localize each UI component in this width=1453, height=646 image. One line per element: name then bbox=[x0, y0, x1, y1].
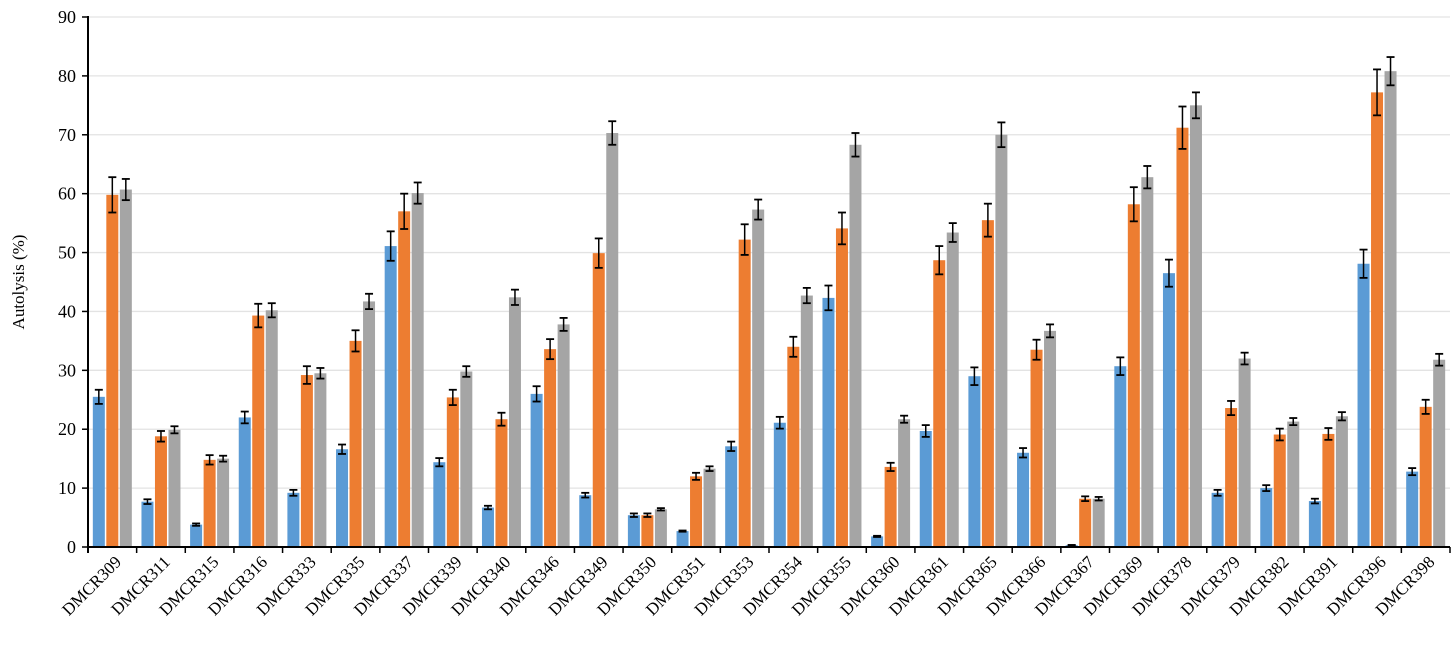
y-tick-label: 10 bbox=[58, 478, 76, 498]
bar bbox=[773, 422, 786, 547]
bar bbox=[1017, 452, 1030, 547]
bar bbox=[398, 211, 411, 548]
bar bbox=[252, 315, 265, 547]
bar bbox=[168, 429, 181, 547]
bar bbox=[1308, 501, 1321, 547]
bar bbox=[871, 536, 884, 547]
bar bbox=[800, 295, 813, 547]
bar bbox=[752, 209, 765, 548]
y-tick-label: 80 bbox=[58, 66, 76, 86]
bar bbox=[460, 371, 473, 547]
y-tick-label: 60 bbox=[58, 184, 76, 204]
bar bbox=[363, 301, 376, 547]
bar bbox=[690, 476, 703, 547]
bar bbox=[433, 462, 446, 547]
bar bbox=[606, 133, 619, 547]
bar bbox=[919, 430, 932, 547]
bar bbox=[822, 297, 835, 547]
bar bbox=[898, 419, 911, 547]
bar bbox=[738, 239, 751, 547]
bar bbox=[203, 459, 216, 547]
y-tick-label: 0 bbox=[67, 537, 76, 557]
y-tick-label: 40 bbox=[58, 301, 76, 321]
bar bbox=[849, 144, 862, 548]
bar bbox=[530, 393, 543, 547]
bar bbox=[265, 310, 278, 547]
bar bbox=[190, 524, 203, 547]
y-tick-label: 30 bbox=[58, 360, 76, 380]
bar bbox=[1127, 204, 1140, 547]
y-tick-label: 50 bbox=[58, 243, 76, 263]
bar bbox=[1176, 127, 1189, 547]
bar bbox=[835, 228, 848, 547]
bar bbox=[1384, 71, 1397, 547]
bar bbox=[995, 134, 1008, 547]
bar bbox=[1273, 434, 1286, 547]
bar bbox=[946, 232, 959, 548]
bar bbox=[1357, 263, 1370, 547]
bar bbox=[1406, 471, 1419, 547]
bar bbox=[1162, 273, 1175, 547]
bar bbox=[1371, 92, 1384, 547]
bar bbox=[1044, 330, 1057, 547]
bar bbox=[1287, 421, 1300, 547]
bar bbox=[384, 246, 397, 548]
bar bbox=[119, 189, 132, 548]
bar bbox=[1030, 349, 1043, 547]
y-tick-label: 20 bbox=[58, 419, 76, 439]
bar bbox=[933, 260, 946, 547]
bar bbox=[557, 324, 570, 547]
y-tick-label: 70 bbox=[58, 125, 76, 145]
bar bbox=[627, 515, 640, 547]
bar bbox=[592, 253, 605, 547]
bar bbox=[544, 349, 557, 547]
bar bbox=[1335, 416, 1348, 547]
bar bbox=[787, 346, 800, 547]
bar bbox=[579, 495, 592, 547]
bar bbox=[968, 376, 981, 547]
bar bbox=[446, 397, 459, 547]
bar bbox=[1419, 406, 1432, 547]
bar bbox=[106, 194, 119, 547]
bar bbox=[1238, 358, 1251, 547]
bar bbox=[1225, 408, 1238, 547]
bar bbox=[141, 501, 154, 547]
bar bbox=[154, 436, 167, 547]
bar bbox=[1260, 488, 1273, 547]
bar bbox=[884, 466, 897, 547]
bar bbox=[981, 220, 994, 547]
bar bbox=[1433, 359, 1446, 547]
bar bbox=[92, 396, 105, 547]
bar bbox=[508, 297, 521, 547]
bar bbox=[300, 375, 313, 547]
bar bbox=[1189, 105, 1202, 547]
y-axis-label: Autolysis (%) bbox=[9, 235, 28, 330]
bar bbox=[703, 468, 716, 547]
bar bbox=[336, 449, 349, 547]
bar bbox=[314, 373, 327, 547]
bar bbox=[495, 419, 508, 547]
bar bbox=[641, 515, 654, 547]
bar bbox=[1079, 498, 1092, 547]
bar bbox=[349, 340, 362, 547]
bar bbox=[411, 193, 424, 548]
bars bbox=[92, 56, 1446, 548]
bar bbox=[1322, 433, 1335, 547]
bar bbox=[676, 531, 689, 547]
bar bbox=[238, 417, 251, 547]
bar bbox=[217, 458, 230, 547]
bar bbox=[481, 507, 494, 547]
y-tick-label: 90 bbox=[58, 7, 76, 27]
bar bbox=[287, 492, 300, 547]
bar bbox=[1211, 492, 1224, 547]
bar bbox=[725, 446, 738, 547]
bar bbox=[654, 509, 667, 547]
bar bbox=[1141, 177, 1154, 547]
bar bbox=[1092, 498, 1105, 547]
bar bbox=[1114, 366, 1127, 547]
